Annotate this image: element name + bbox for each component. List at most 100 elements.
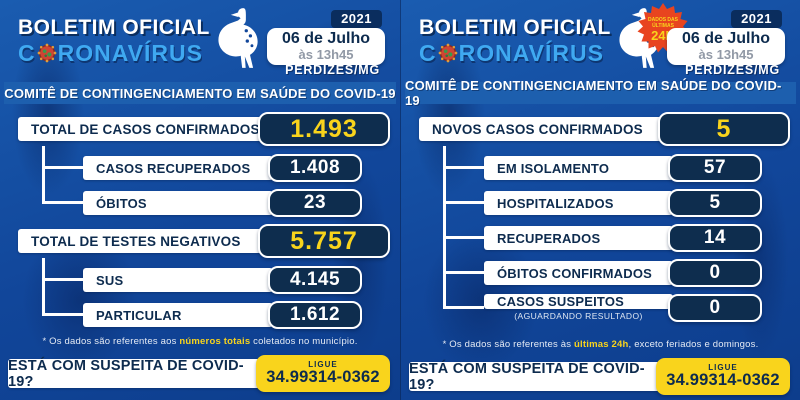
children-tests: SUS 4.145 PARTICULAR 1.612 <box>10 258 390 329</box>
header-right: BOLETIM OFICIAL C RONAVÍRUS DADOS DAS ÚLT… <box>411 0 790 82</box>
stat-label: CASOS SUSPEITOS <box>484 294 673 309</box>
brand-subtitle: C RONAVÍRUS <box>18 41 210 65</box>
stat-value-box: 5 <box>668 189 762 217</box>
covid-question-label: ESTÁ COM SUSPEITA DE COVID-19? <box>8 358 260 390</box>
stat-sublabel: (AGUARDANDO RESULTADO) <box>514 311 643 321</box>
stat-label: SUS <box>83 268 273 292</box>
header-left: BOLETIM OFICIAL C RONAVÍRUS 2021 06 de Ju… <box>10 0 390 82</box>
committee-band: COMITÊ DE CONTINGENCIAMENTO EM SAÚDE DO … <box>405 78 796 108</box>
stat-value-box: 14 <box>668 224 762 252</box>
stats-24h: NOVOS CASOS CONFIRMADOS 5 EM ISOLAMENTO … <box>411 112 790 332</box>
brand-logo: BOLETIM OFICIAL C RONAVÍRUS <box>419 16 611 65</box>
virus-icon <box>437 43 458 64</box>
stat-value: 4.145 <box>289 269 341 290</box>
stat-label: ÓBITOS CONFIRMADOS <box>484 261 673 285</box>
brand-title: BOLETIM OFICIAL <box>18 16 210 39</box>
footnote-post: coletados no município. <box>250 336 358 347</box>
section-confirmed: TOTAL DE CASOS CONFIRMADOS 1.493 CASOS R… <box>10 112 390 217</box>
panel-totals: BOLETIM OFICIAL C RONAVÍRUS 2021 06 de Ju… <box>4 0 396 400</box>
children-confirmed: CASOS RECUPERADOS 1.408 ÓBITOS 23 <box>10 146 390 217</box>
panel-last-24h: BOLETIM OFICIAL C RONAVÍRUS DADOS DAS ÚLT… <box>400 0 800 400</box>
brand-title: BOLETIM OFICIAL <box>419 16 611 39</box>
date-box: 06 de Julho às 13h45 <box>667 28 785 65</box>
year-badge: 2021 <box>731 10 782 28</box>
stat-row-hospitalized: HOSPITALIZADOS 5 <box>411 189 790 217</box>
stat-value-box: 0 <box>668 259 762 287</box>
stat-row-deaths-confirmed: ÓBITOS CONFIRMADOS 0 <box>411 259 790 287</box>
stat-label: CASOS RECUPERADOS <box>83 156 273 180</box>
stat-label: TOTAL DE CASOS CONFIRMADOS <box>18 117 263 141</box>
footnote: * Os dados são referentes às últimas 24h… <box>411 339 790 350</box>
stat-value-box: 23 <box>268 189 362 217</box>
cta-row: ESTÁ COM SUSPEITA DE COVID-19? LIGUE 34.… <box>409 358 790 395</box>
cta-row: ESTÁ COM SUSPEITA DE COVID-19? LIGUE 34.… <box>8 355 390 392</box>
stat-row-new-confirmed: NOVOS CASOS CONFIRMADOS 5 <box>419 112 790 146</box>
covid-question-label: ESTÁ COM SUSPEITA DE COVID-19? <box>409 361 660 393</box>
badge-24h-small2: ÚLTIMAS <box>652 22 675 29</box>
brand-subtitle-rest: RONAVÍRUS <box>458 40 604 67</box>
stat-value: 0 <box>709 262 721 283</box>
brand-subtitle-c: C <box>419 40 437 67</box>
stat-label: NOVOS CASOS CONFIRMADOS <box>419 117 663 141</box>
stats-totals: TOTAL DE CASOS CONFIRMADOS 1.493 CASOS R… <box>10 112 390 329</box>
footnote: * Os dados são referentes aos números to… <box>10 336 390 347</box>
phone-number: 34.99314-0362 <box>266 368 380 386</box>
stat-value: 0 <box>709 297 721 318</box>
call-label: LIGUE <box>708 363 738 372</box>
phone-number: 34.99314-0362 <box>666 371 780 389</box>
brand-subtitle-c: C <box>18 40 36 67</box>
footnote-pre: * Os dados são referentes aos <box>42 336 180 347</box>
stat-value: 5.757 <box>290 226 358 255</box>
stat-value-box: 5 <box>658 112 790 146</box>
stat-row-negative-tests: TOTAL DE TESTES NEGATIVOS 5.757 <box>18 224 390 258</box>
date-text: 06 de Julho <box>281 30 371 47</box>
footnote-highlight: números totais <box>179 336 251 347</box>
stat-label: PARTICULAR <box>83 303 273 327</box>
stat-value-box: 1.408 <box>268 154 362 182</box>
stat-row-sus: SUS 4.145 <box>10 266 390 294</box>
footnote-pre: * Os dados são referentes às <box>442 339 575 350</box>
stat-value: 23 <box>303 192 327 213</box>
stat-value: 5 <box>716 114 732 143</box>
stat-value: 57 <box>703 157 727 178</box>
phone-button[interactable]: LIGUE 34.99314-0362 <box>256 355 390 392</box>
date-box: 06 de Julho às 13h45 <box>267 28 385 65</box>
year-badge: 2021 <box>331 10 382 28</box>
stat-value-box: 1.493 <box>258 112 390 146</box>
stat-value-box: 57 <box>668 154 762 182</box>
date-text: 06 de Julho <box>681 30 771 47</box>
stat-value: 5 <box>709 192 721 213</box>
footnote-highlight: últimas 24h <box>574 339 629 350</box>
stat-value-box: 5.757 <box>258 224 390 258</box>
phone-button[interactable]: LIGUE 34.99314-0362 <box>656 358 790 395</box>
time-text: às 13h45 <box>298 47 354 62</box>
virus-icon <box>36 43 57 64</box>
stat-row-isolation: EM ISOLAMENTO 57 <box>411 154 790 182</box>
partridge-icon <box>218 8 258 68</box>
stat-row-recovered-24h: RECUPERADOS 14 <box>411 224 790 252</box>
section-new-cases: NOVOS CASOS CONFIRMADOS 5 EM ISOLAMENTO … <box>411 112 790 332</box>
stat-row-recovered: CASOS RECUPERADOS 1.408 <box>10 154 390 182</box>
badge-24h-small1: DADOS DAS <box>648 17 679 23</box>
stat-label: HOSPITALIZADOS <box>484 191 673 215</box>
brand-subtitle: C RONAVÍRUS <box>419 41 611 65</box>
brand-subtitle-rest: RONAVÍRUS <box>57 40 203 67</box>
stat-value: 1.408 <box>289 157 341 178</box>
city-label: PERDIZES/MG <box>685 63 780 77</box>
time-text: às 13h45 <box>698 47 754 62</box>
call-label: LIGUE <box>308 360 338 369</box>
stat-value: 1.612 <box>289 304 341 325</box>
stat-row-total-confirmed: TOTAL DE CASOS CONFIRMADOS 1.493 <box>18 112 390 146</box>
footnote-post: , exceto feriados e domingos. <box>628 339 759 350</box>
committee-band: COMITÊ DE CONTINGENCIAMENTO EM SAÚDE DO … <box>4 82 396 104</box>
city-label: PERDIZES/MG <box>285 63 380 77</box>
stat-value-box: 0 <box>668 294 762 322</box>
brand-logo: BOLETIM OFICIAL C RONAVÍRUS <box>18 16 210 65</box>
stat-value: 14 <box>703 227 727 248</box>
stat-row-deaths: ÓBITOS 23 <box>10 189 390 217</box>
stat-value-box: 4.145 <box>268 266 362 294</box>
stat-label: ÓBITOS <box>83 191 273 215</box>
children-new-cases: EM ISOLAMENTO 57 HOSPITALIZADOS 5 RECUPE… <box>411 146 790 332</box>
stat-value-box: 1.612 <box>268 301 362 329</box>
stat-label: RECUPERADOS <box>484 226 673 250</box>
